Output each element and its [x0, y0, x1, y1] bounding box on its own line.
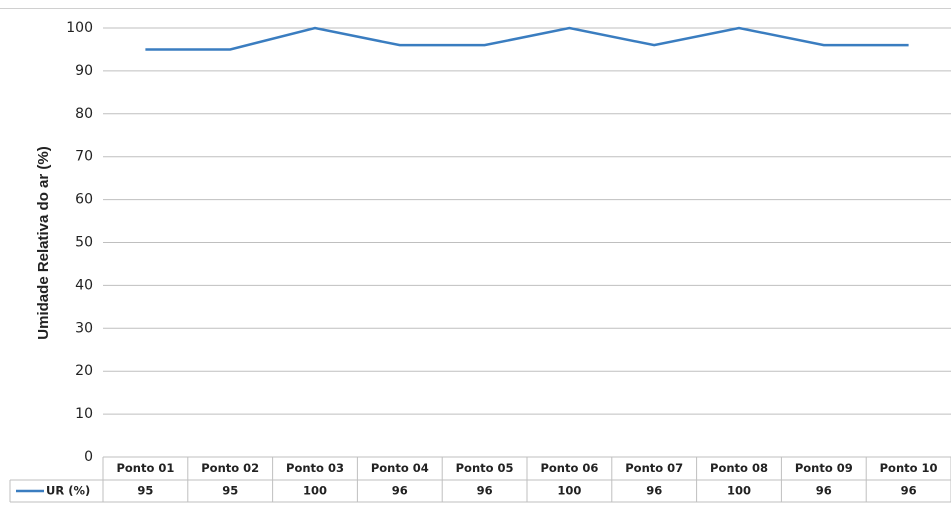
y-tick-label: 30 — [75, 320, 93, 336]
table-value: 96 — [392, 484, 408, 498]
y-tick-label: 0 — [84, 449, 93, 465]
table-value: 100 — [557, 484, 581, 498]
x-tick-label: Ponto 04 — [371, 461, 429, 475]
x-tick-label: Ponto 10 — [880, 461, 938, 475]
y-tick-label: 50 — [75, 235, 93, 251]
y-tick-label: 70 — [75, 149, 93, 165]
y-tick-label: 60 — [75, 192, 93, 208]
table-value: 100 — [727, 484, 751, 498]
x-tick-label: Ponto 06 — [540, 461, 598, 475]
table-value: 95 — [222, 484, 238, 498]
x-tick-label: Ponto 02 — [201, 461, 259, 475]
y-tick-label: 10 — [75, 406, 93, 422]
table-value: 96 — [646, 484, 662, 498]
y-tick-label: 100 — [66, 20, 93, 36]
table-value: 96 — [901, 484, 917, 498]
x-tick-label: Ponto 05 — [456, 461, 514, 475]
table-value: 96 — [477, 484, 493, 498]
series-line — [145, 26, 909, 51]
x-tick-label: Ponto 09 — [795, 461, 853, 475]
table-value: 95 — [137, 484, 153, 498]
y-tick-label: 80 — [75, 106, 93, 122]
x-tick-label: Ponto 03 — [286, 461, 344, 475]
y-axis-label: Umidade Relativa do ar (%) — [35, 146, 52, 339]
legend-label: UR (%) — [46, 484, 90, 498]
y-tick-label: 20 — [75, 363, 93, 379]
table-value: 100 — [303, 484, 327, 498]
x-tick-label: Ponto 07 — [625, 461, 683, 475]
x-tick-label: Ponto 01 — [116, 461, 174, 475]
x-tick-label: Ponto 08 — [710, 461, 768, 475]
table-value: 96 — [816, 484, 832, 498]
y-tick-label: 40 — [75, 277, 93, 293]
y-tick-label: 90 — [75, 63, 93, 79]
